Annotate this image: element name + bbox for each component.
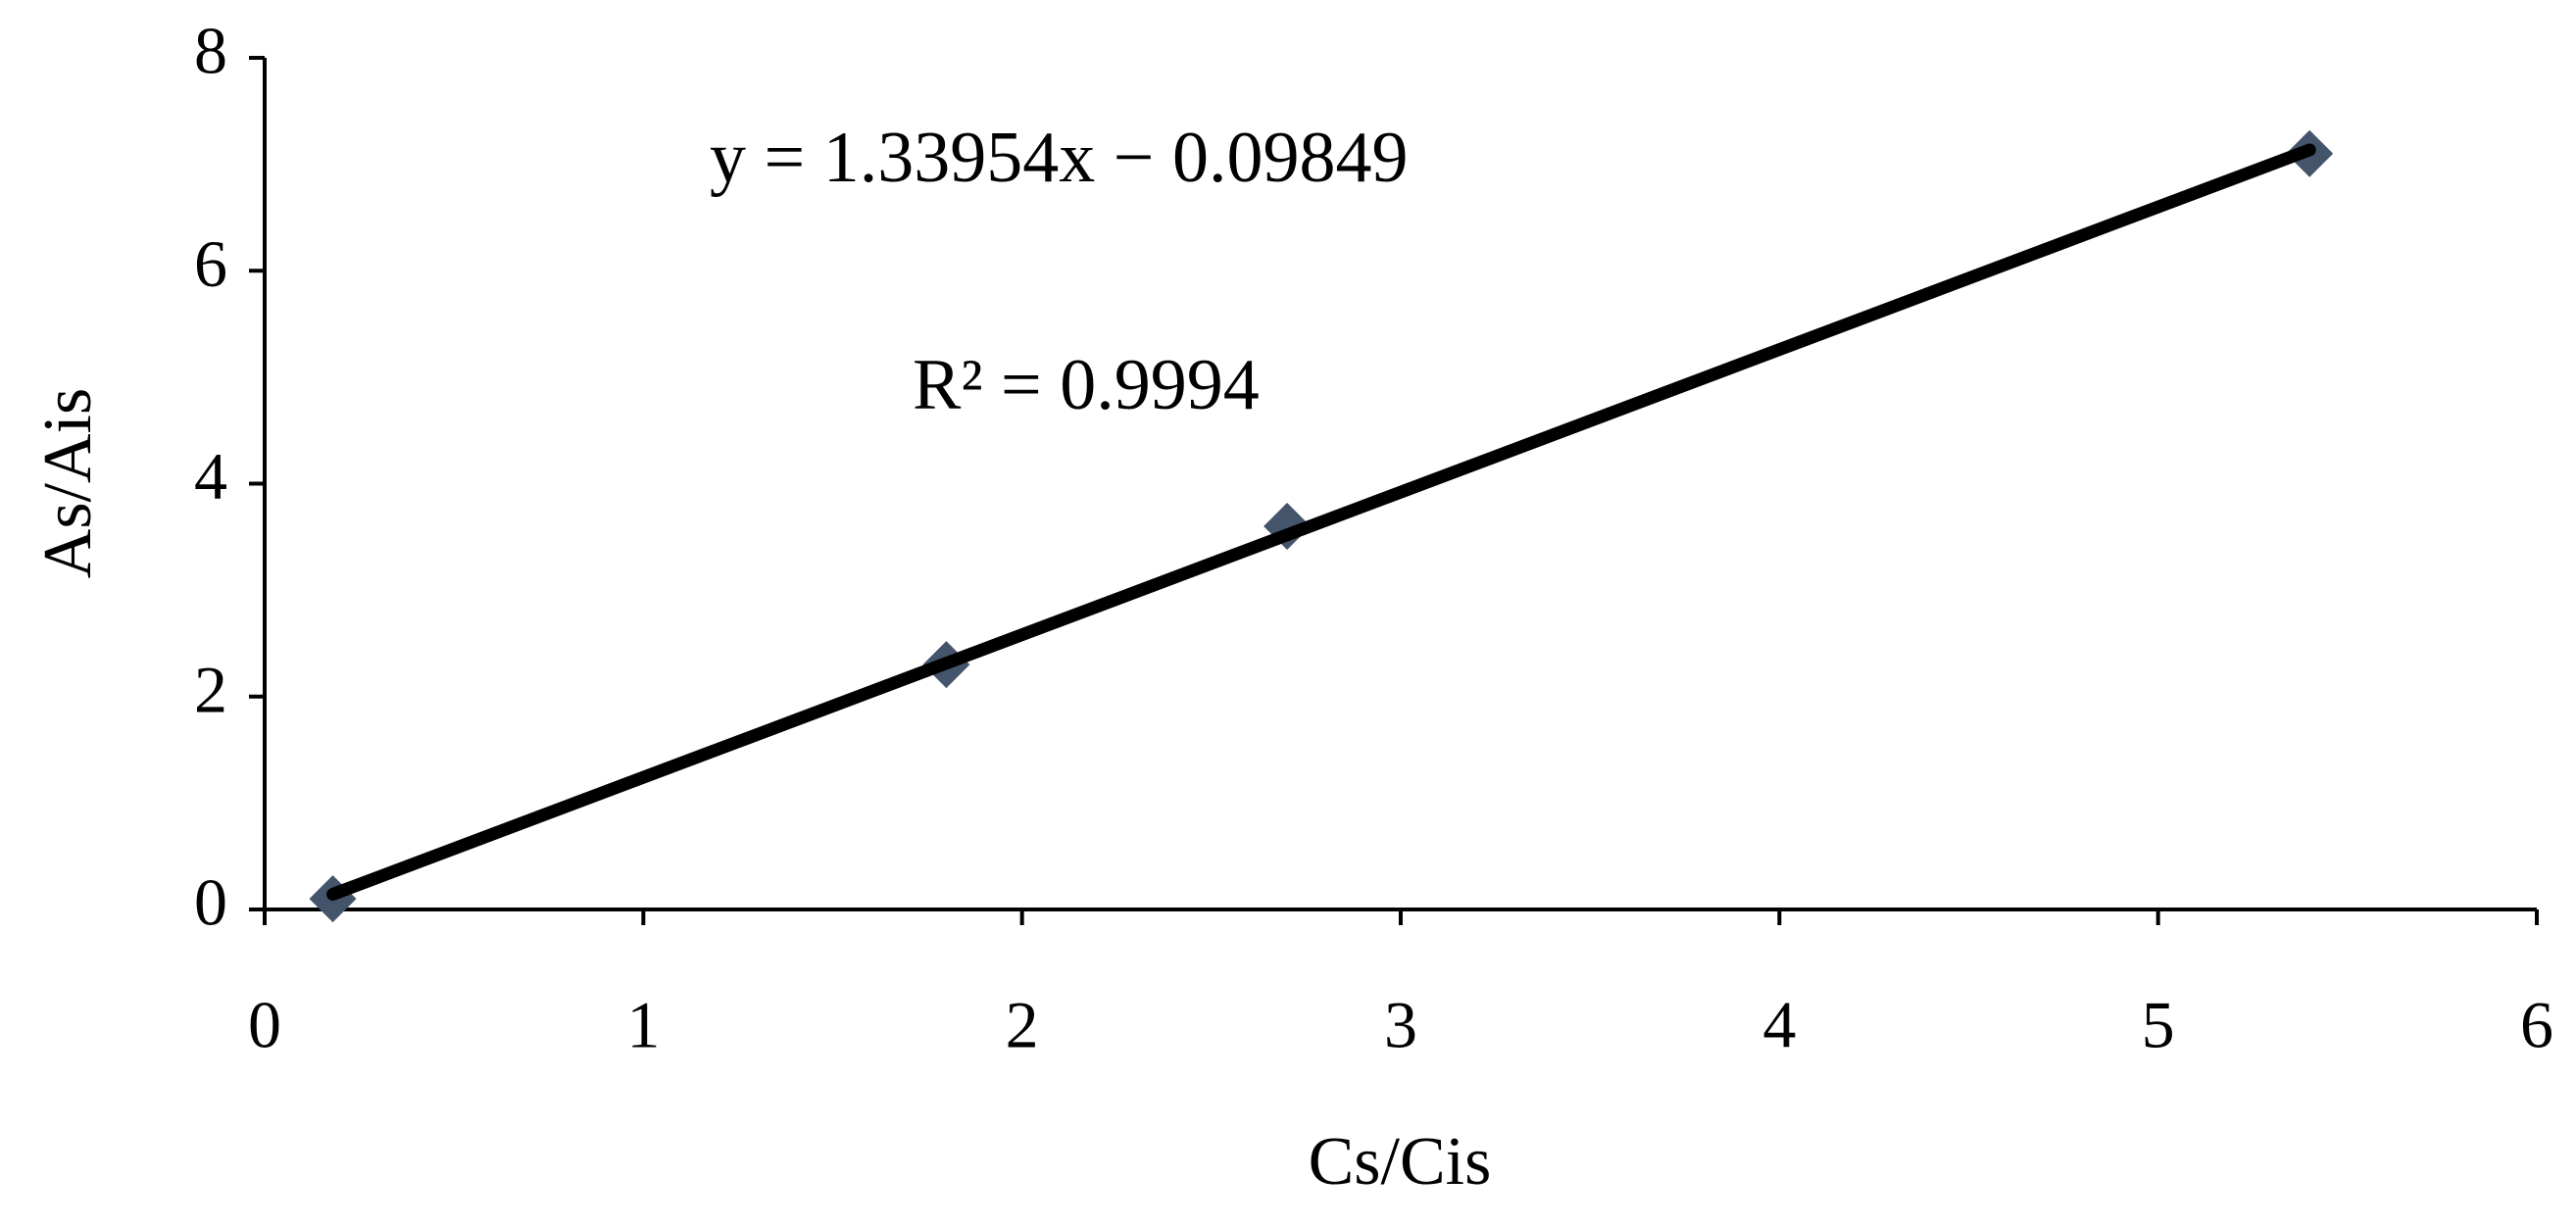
y-axis-label: As/Ais [30,388,106,578]
x-tick-label: 3 [1384,988,1417,1062]
x-tick-label: 1 [626,988,660,1062]
equation: y = 1.33954x − 0.09849 [710,118,1408,198]
x-axis-label: Cs/Cis [1309,1124,1492,1200]
y-tick-label: 4 [194,439,227,514]
x-tick-label: 4 [1762,988,1796,1062]
trendline [326,143,2316,902]
x-tick-label: 6 [2520,988,2553,1062]
y-tick-label: 8 [194,14,227,88]
y-tick-label: 2 [194,652,227,726]
r-squared: R² = 0.9994 [913,345,1260,425]
y-tick-label: 0 [194,865,227,940]
y-tick-label: 6 [194,226,227,301]
x-tick-label: 5 [2142,988,2175,1062]
x-tick-label: 2 [1006,988,1039,1062]
x-tick-label: 0 [248,988,281,1062]
